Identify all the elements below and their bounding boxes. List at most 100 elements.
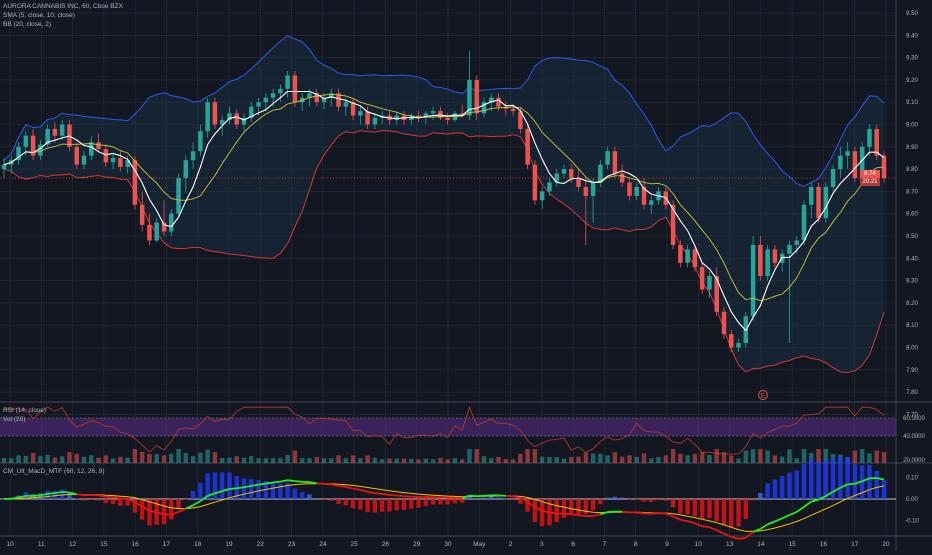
volume-bar <box>816 449 820 463</box>
volume-bar <box>867 453 871 463</box>
candle-body <box>89 142 93 155</box>
candle-body <box>853 151 857 178</box>
volume-bar <box>242 458 246 463</box>
candle-body <box>845 151 849 155</box>
volume-bar <box>540 457 544 463</box>
rsi-legend[interactable]: RSI (14, close) Vol (20) <box>3 406 46 424</box>
volume-bar <box>853 451 857 463</box>
rsi-level-label: 40.0000 <box>903 434 925 440</box>
volume-bar <box>307 458 311 463</box>
macd-histogram-bar <box>882 480 886 499</box>
candle-body <box>751 245 755 316</box>
candle-body <box>234 113 238 124</box>
legend-sma[interactable]: SMA (5, close, 10, close) <box>3 11 123 20</box>
x-tick-label: 15 <box>789 541 797 548</box>
y-tick-label: 8.60 <box>906 212 918 218</box>
legend-vol[interactable]: Vol (20) <box>3 415 46 424</box>
candle-body <box>547 182 551 191</box>
candle-body <box>285 75 289 88</box>
candle-body <box>256 102 260 106</box>
macd-line-segment <box>33 495 40 496</box>
macd-histogram-bar <box>445 499 449 505</box>
volume-bar <box>285 455 289 463</box>
candle-body <box>271 93 275 97</box>
macd-histogram-bar <box>751 499 755 500</box>
macd-histogram-bar <box>227 473 231 499</box>
volume-bar <box>278 458 282 463</box>
symbol-legend[interactable]: AURORA CANNABIS INC, 60, Cboe BZX SMA (5… <box>3 2 123 29</box>
macd-line-segment <box>295 481 302 482</box>
candle-body <box>605 151 609 164</box>
macd-legend[interactable]: CM_Ult_MacD_MTF (60, 12, 26, 9) <box>3 467 105 476</box>
macd-line-segment <box>77 494 84 495</box>
volume-bar <box>24 456 28 463</box>
legend-macd[interactable]: CM_Ult_MacD_MTF (60, 12, 26, 9) <box>3 467 105 476</box>
legend-symbol[interactable]: AURORA CANNABIS INC, 60, Cboe BZX <box>3 2 123 11</box>
volume-bar <box>664 455 668 463</box>
volume-bar <box>394 459 398 463</box>
volume-bar <box>82 457 86 463</box>
volume-bar <box>722 452 726 463</box>
macd-line-segment <box>797 507 804 512</box>
macd-histogram-bar <box>242 478 246 499</box>
legend-rsi[interactable]: RSI (14, close) <box>3 406 46 415</box>
volume-bar <box>104 455 108 463</box>
volume-bar <box>707 455 711 463</box>
volume-bar <box>554 457 558 463</box>
macd-line-segment <box>848 484 855 485</box>
volume-bar <box>496 457 500 463</box>
legend-bb[interactable]: BB (20, close, 2) <box>3 20 123 29</box>
macd-line-segment <box>651 513 658 514</box>
macd-line-segment <box>469 496 476 497</box>
volume-bar <box>271 458 275 463</box>
volume-bar <box>584 453 588 463</box>
macd-histogram-bar <box>344 499 348 505</box>
y-tick-label: 8.90 <box>906 145 918 151</box>
macd-histogram-bar <box>569 499 573 515</box>
macd-histogram-bar <box>271 482 275 499</box>
volume-bar <box>53 457 57 463</box>
macd-histogram-bar <box>678 499 682 514</box>
volume-bar <box>140 452 144 463</box>
candle-body <box>678 245 682 263</box>
rsi-level-label: 60.0000 <box>903 416 925 422</box>
volume-bar <box>860 449 864 463</box>
candle-body <box>184 160 188 178</box>
x-tick-label: 26 <box>382 541 390 548</box>
candle-body <box>576 178 580 187</box>
macd-line-segment <box>804 502 811 507</box>
volume-bar <box>300 458 304 463</box>
volume-bar <box>605 455 609 463</box>
macd-line-segment <box>389 495 396 496</box>
volume-bar <box>74 454 78 463</box>
candle-body <box>809 187 813 205</box>
macd-line-segment <box>368 492 375 493</box>
x-tick-label: 19 <box>225 541 233 548</box>
macd-line-segment <box>360 490 367 492</box>
macd-histogram-bar <box>482 497 486 499</box>
y-tick-label: 9.00 <box>906 123 918 129</box>
candle-body <box>264 98 268 102</box>
volume-bar <box>714 449 718 463</box>
macd-line-segment <box>760 524 767 529</box>
macd-histogram-bar <box>82 499 86 501</box>
volume-bar <box>525 449 529 463</box>
macd-histogram-bar <box>373 499 377 512</box>
macd-histogram-bar <box>511 499 515 500</box>
volume-bar <box>60 456 64 463</box>
volume-bar <box>256 458 260 463</box>
macd-histogram-bar <box>802 464 806 499</box>
volume-bar <box>344 458 348 463</box>
candle-body <box>511 109 515 111</box>
volume-bar <box>198 453 202 463</box>
macd-histogram-bar <box>307 494 311 499</box>
macd-line-segment <box>673 516 680 519</box>
candle-body <box>104 149 108 162</box>
candle-body <box>693 249 697 267</box>
macd-line-segment <box>266 483 273 484</box>
volume-bar <box>380 459 384 463</box>
macd-histogram-bar <box>613 497 617 499</box>
candle-body <box>634 187 638 196</box>
y-tick-label: 8.40 <box>906 256 918 262</box>
